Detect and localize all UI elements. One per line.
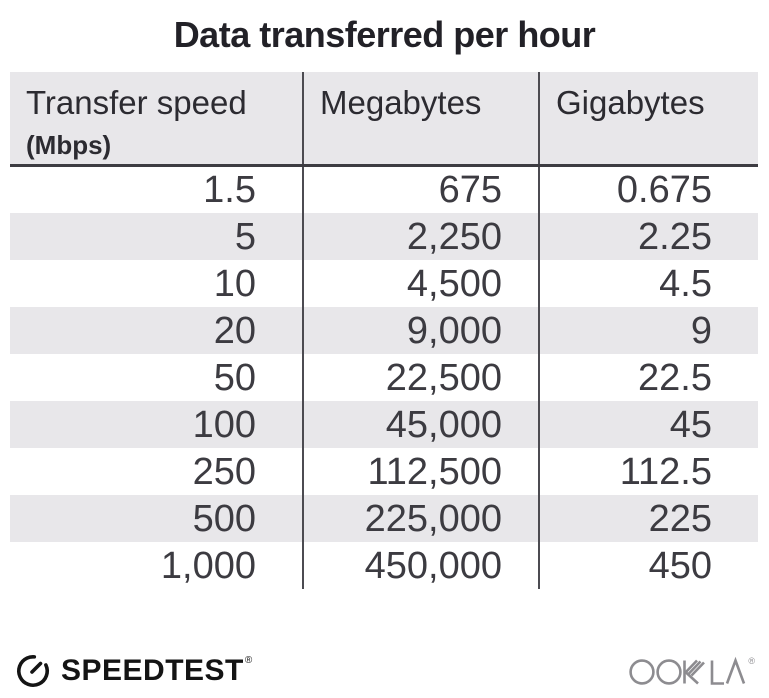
footer: SPEEDTEST ® ® xyxy=(14,652,755,690)
header-gigabytes: Gigabytes xyxy=(538,72,758,166)
table-row: 100 45,000 45 xyxy=(10,401,758,448)
page-title: Data transferred per hour xyxy=(173,14,596,55)
speed-cell: 1.5 xyxy=(203,169,256,211)
gigabytes-cell: 22.5 xyxy=(538,354,758,401)
megabytes-cell: 9,000 xyxy=(302,307,539,354)
megabytes-cell: 112,500 xyxy=(302,448,539,495)
speed-cell: 500 xyxy=(192,497,256,540)
header-row: Transfer speed (Mbps) Megabytes Gigabyte… xyxy=(10,72,758,166)
table-row: 1.5 675 0.675 xyxy=(10,165,758,213)
speed-cell: 100 xyxy=(192,403,256,446)
speedtest-wordmark: SPEEDTEST xyxy=(61,654,244,687)
speed-cell: 250 xyxy=(192,450,256,493)
speedtest-gauge-icon xyxy=(17,655,49,687)
speedtest-trademark: ® xyxy=(244,655,253,666)
speed-cell: 10 xyxy=(213,262,256,305)
speedtest-logo: SPEEDTEST ® xyxy=(14,652,252,690)
gigabytes-cell: 112.5 xyxy=(538,448,758,495)
megabytes-cell: 22,500 xyxy=(302,354,539,401)
megabytes-cell: 4,500 xyxy=(302,260,539,307)
header-transfer-speed: Transfer speed (Mbps) xyxy=(10,72,303,166)
table-row: 20 9,000 9 xyxy=(10,307,758,354)
megabytes-cell: 2,250 xyxy=(302,213,539,260)
speed-cell: 20 xyxy=(213,309,256,352)
table-row: 50 22,500 22.5 xyxy=(10,354,758,401)
header-megabytes: Megabytes xyxy=(302,72,539,166)
gigabytes-cell: 9 xyxy=(538,307,758,354)
ookla-wordmark-icon xyxy=(629,656,746,685)
speed-cell: 5 xyxy=(234,215,256,258)
gigabytes-cell: 225 xyxy=(538,495,758,542)
gigabytes-cell: 2.25 xyxy=(538,213,758,260)
table-row: 500 225,000 225 xyxy=(10,495,758,542)
gigabytes-cell: 450 xyxy=(538,542,758,589)
table-row: 10 4,500 4.5 xyxy=(10,260,758,307)
megabytes-cell: 675 xyxy=(302,165,539,213)
header-label: Megabytes xyxy=(320,84,482,121)
header-sublabel: (Mbps) xyxy=(26,130,112,160)
header-label: Transfer speed xyxy=(26,84,247,121)
table-row: 250 112,500 112.5 xyxy=(10,448,758,495)
megabytes-cell: 450,000 xyxy=(302,542,539,589)
ookla-logo: ® xyxy=(629,655,755,687)
gigabytes-cell: 4.5 xyxy=(538,260,758,307)
megabytes-cell: 45,000 xyxy=(302,401,539,448)
table-header: Transfer speed (Mbps) Megabytes Gigabyte… xyxy=(10,72,758,166)
data-table: Transfer speed (Mbps) Megabytes Gigabyte… xyxy=(10,72,758,589)
ookla-trademark: ® xyxy=(748,656,755,666)
megabytes-cell: 225,000 xyxy=(302,495,539,542)
speed-cell: 1,000 xyxy=(160,544,256,587)
table-row: 5 2,250 2.25 xyxy=(10,213,758,260)
table-body: 1.5 675 0.675 5 2,250 2.25 10 4,500 4.5 20 9,000 9 5… xyxy=(10,165,758,589)
speed-cell: 50 xyxy=(213,356,256,399)
gigabytes-cell: 0.675 xyxy=(538,165,758,213)
table-row: 1,000 450,000 450 xyxy=(10,542,758,589)
header-label: Gigabytes xyxy=(556,84,705,121)
gigabytes-cell: 45 xyxy=(538,401,758,448)
